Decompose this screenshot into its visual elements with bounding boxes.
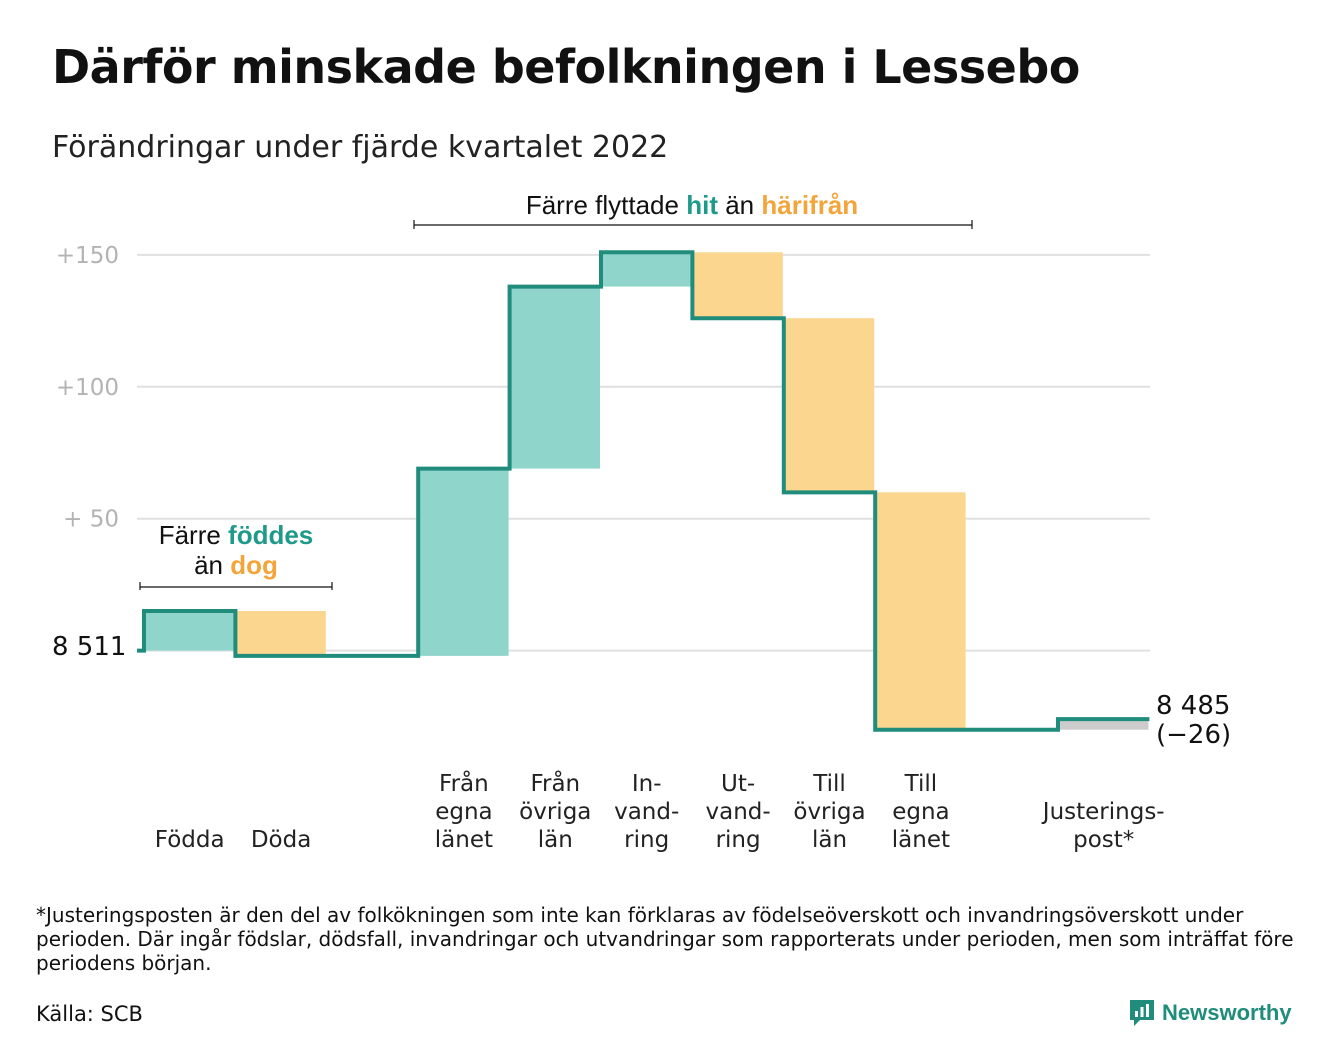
waterfall-bar bbox=[601, 252, 692, 287]
category-label: egna bbox=[892, 799, 949, 825]
source-label: Källa: SCB bbox=[36, 1002, 143, 1026]
grid-layer: +150 +100 + 50 bbox=[56, 243, 1150, 652]
brand-name: Newsworthy bbox=[1162, 1000, 1292, 1025]
waterfall-chart: +150+100+ 50 Födda DödaFrånegnalänetFrånö… bbox=[52, 190, 1231, 853]
migration-bracket bbox=[413, 220, 973, 229]
category-label: ring bbox=[716, 827, 761, 853]
footnote: *Justeringsposten är den del av folkökni… bbox=[36, 903, 1294, 975]
chart-title: Därför minskade befolkningen i Lessebo bbox=[52, 40, 1080, 94]
start-value-label: 8 511 bbox=[52, 632, 126, 662]
y-tick-label: + 50 bbox=[63, 507, 119, 533]
migration-annotation: Färre flyttade hit än härifrån bbox=[526, 190, 858, 220]
category-label: vand- bbox=[706, 799, 771, 825]
category-label: vand- bbox=[614, 799, 679, 825]
waterfall-bar bbox=[783, 318, 875, 493]
y-tick-label: +100 bbox=[56, 375, 119, 401]
bar-layer bbox=[144, 252, 1149, 730]
waterfall-bar bbox=[1058, 719, 1149, 730]
category-label-layer: Födda DödaFrånegnalänetFrånövrigalänIn-va… bbox=[155, 769, 1165, 853]
category-label: post* bbox=[1073, 827, 1134, 853]
category-label: Födda bbox=[155, 827, 225, 853]
category-label: Till bbox=[904, 771, 938, 797]
births-bracket bbox=[139, 582, 333, 590]
waterfall-bar bbox=[875, 492, 966, 730]
end-change-label: (−26) bbox=[1156, 720, 1231, 750]
newsworthy-logo-icon bbox=[1130, 1000, 1154, 1026]
step-line bbox=[137, 250, 1150, 732]
category-label: övriga bbox=[519, 799, 591, 825]
category-label: Döda bbox=[251, 827, 311, 853]
category-label: län bbox=[812, 827, 847, 853]
category-label: Ut- bbox=[721, 771, 755, 797]
category-label: Från bbox=[439, 769, 489, 797]
births-annotation-line2: än dog bbox=[194, 550, 278, 580]
waterfall-bar bbox=[509, 286, 600, 469]
chart-subtitle: Förändringar under fjärde kvartalet 2022 bbox=[52, 130, 669, 165]
category-label: egna bbox=[435, 799, 492, 825]
category-label: Justerings- bbox=[1041, 799, 1165, 825]
waterfall-bar bbox=[144, 611, 235, 651]
category-label: Till bbox=[812, 771, 846, 797]
category-label: Från bbox=[530, 769, 580, 797]
category-label: län bbox=[538, 827, 573, 853]
brand-logo: Newsworthy bbox=[1128, 998, 1292, 1028]
waterfall-bar bbox=[692, 252, 783, 319]
category-label: länet bbox=[435, 827, 493, 853]
waterfall-bar bbox=[235, 611, 326, 656]
category-label: länet bbox=[892, 827, 950, 853]
category-label: In- bbox=[632, 771, 662, 797]
category-label: övriga bbox=[793, 799, 865, 825]
step-line-layer bbox=[137, 250, 1150, 732]
waterfall-bar bbox=[418, 468, 509, 656]
category-label: ring bbox=[624, 827, 669, 853]
births-annotation: Färre föddes bbox=[159, 520, 314, 550]
end-value-label: 8 485 bbox=[1156, 691, 1230, 721]
y-tick-label: +150 bbox=[56, 243, 119, 269]
